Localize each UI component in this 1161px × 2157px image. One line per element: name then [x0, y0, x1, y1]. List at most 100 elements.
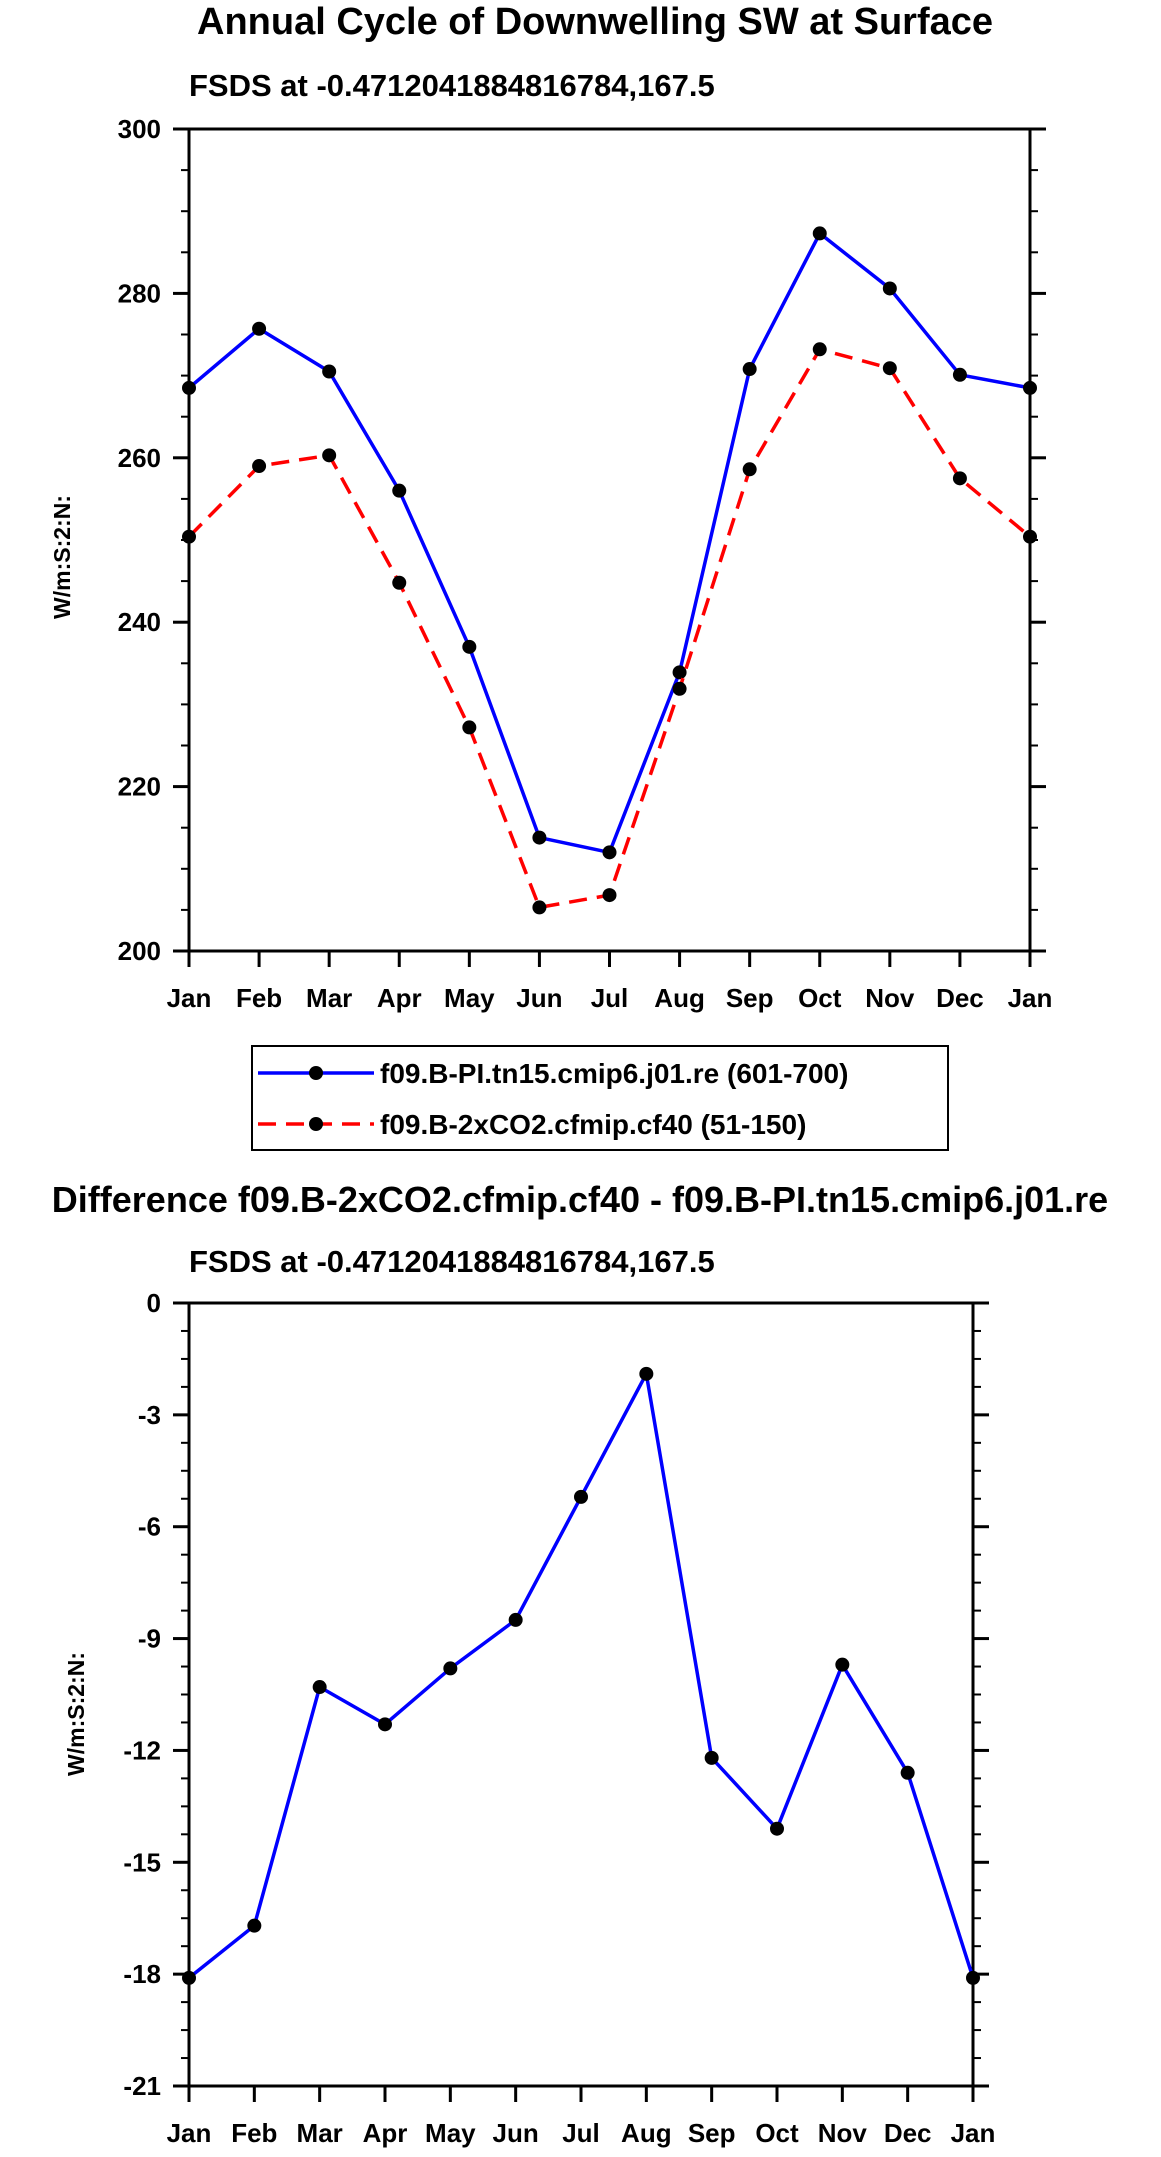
x-tick-labels: Jan Feb Mar Apr May Jun Jul Aug Sep Oct Nov Dec Jan	[167, 983, 1053, 1013]
legend-box	[251, 1045, 949, 1151]
data-point	[812, 226, 827, 241]
data-point	[812, 342, 827, 357]
data-point	[882, 361, 897, 376]
x-tick-label: Nov	[818, 2118, 868, 2148]
data-point	[966, 1970, 980, 1985]
y-tick-label: 280	[118, 278, 161, 308]
data-point	[882, 281, 897, 296]
x-tick-label: Jul	[591, 983, 629, 1013]
data-point	[443, 1661, 458, 1676]
data-point	[182, 380, 196, 395]
data-point	[508, 1612, 523, 1627]
x-tick-label: Dec	[936, 983, 984, 1013]
x-tick-label: May	[425, 2118, 476, 2148]
series-line-0	[187, 1372, 975, 1980]
legend-entry-pi: f09.B-PI.tn15.cmip6.j01.re (601-700)	[258, 1058, 848, 1089]
x-tick-label: Mar	[297, 2118, 343, 2148]
data-point	[462, 639, 477, 654]
legend-marker-2xco2	[309, 1117, 323, 1131]
chart-title: Annual Cycle of Downwelling SW at Surfac…	[197, 1, 993, 43]
x-tick-label: Dec	[884, 2118, 932, 2148]
y-tick-label: 300	[118, 114, 161, 144]
x-tick-label: Apr	[377, 983, 422, 1013]
y-tick-label: -12	[123, 1735, 161, 1765]
panel-annual-cycle: Annual Cycle of Downwelling SW at Surfac…	[49, 1, 1052, 1013]
series-group	[182, 1366, 980, 1985]
data-point	[639, 1366, 654, 1381]
series-group	[182, 226, 1037, 915]
y-tick-label: -18	[123, 1959, 161, 1989]
data-point	[532, 830, 547, 845]
data-point	[462, 720, 477, 735]
data-point	[378, 1717, 392, 1732]
data-point	[672, 665, 687, 680]
data-point	[742, 362, 757, 377]
y-tick-label: -21	[123, 2071, 161, 2101]
y-tick-label: 0	[147, 1288, 161, 1318]
panel-difference: Difference f09.B-2xCO2.cfmip.cf40 - f09.…	[52, 1179, 1108, 2148]
x-tick-label: Aug	[621, 2118, 672, 2148]
data-point	[182, 529, 196, 544]
y-tick-label: 260	[118, 443, 161, 473]
y-tick-label: 240	[118, 607, 161, 637]
x-tick-label: Feb	[236, 983, 282, 1013]
x-tick-label: Jun	[516, 983, 562, 1013]
legend-label-pi: f09.B-PI.tn15.cmip6.j01.re (601-700)	[380, 1058, 848, 1089]
x-tick-label: Aug	[654, 983, 705, 1013]
x-tick-label: Jun	[493, 2118, 539, 2148]
x-tick-label: Jan	[951, 2118, 996, 2148]
data-point	[322, 448, 337, 463]
x-tick-label: Feb	[231, 2118, 277, 2148]
x-tick-label: Oct	[755, 2118, 799, 2148]
x-tick-label: Nov	[865, 983, 915, 1013]
data-point	[835, 1657, 850, 1672]
tick-marks	[173, 127, 1046, 967]
data-point	[952, 471, 967, 486]
data-point	[952, 367, 967, 382]
x-tick-label: Sep	[726, 983, 774, 1013]
data-point	[532, 900, 547, 915]
x-tick-label: Apr	[363, 2118, 408, 2148]
data-point	[770, 1821, 784, 1836]
data-point	[742, 462, 757, 477]
legend-marker-pi	[309, 1066, 323, 1080]
y-axis-label: W/m:S:2:N:	[49, 495, 75, 619]
data-point	[602, 888, 617, 903]
x-tick-label: May	[444, 983, 495, 1013]
x-tick-label: Sep	[688, 2118, 736, 2148]
x-tick-label: Jan	[167, 983, 212, 1013]
data-point	[392, 483, 407, 498]
data-point	[252, 321, 267, 336]
y-tick-label: -9	[138, 1624, 161, 1654]
legend-entry-2xco2: f09.B-2xCO2.cfmip.cf40 (51-150)	[258, 1109, 806, 1140]
x-tick-label: Jul	[562, 2118, 600, 2148]
data-point	[312, 1680, 327, 1695]
y-tick-label: 220	[118, 772, 161, 802]
data-point	[322, 364, 337, 379]
data-point	[1023, 380, 1037, 395]
plot-frame	[187, 127, 1032, 953]
data-point	[392, 575, 407, 590]
x-tick-labels: Jan Feb Mar Apr May Jun Jul Aug Sep Oct Nov Dec Jan	[167, 2118, 996, 2148]
data-point	[672, 681, 687, 696]
chart-subtitle: FSDS at -0.4712041884816784,167.5	[189, 68, 715, 103]
data-point	[704, 1750, 719, 1765]
x-tick-label: Jan	[1008, 983, 1053, 1013]
data-point	[1023, 529, 1037, 544]
y-tick-labels: 200 220 240 260 280 300	[118, 114, 161, 966]
data-point	[252, 459, 267, 474]
legend-label-2xco2: f09.B-2xCO2.cfmip.cf40 (51-150)	[380, 1109, 806, 1140]
data-point	[574, 1489, 588, 1504]
legend: f09.B-PI.tn15.cmip6.j01.re (601-700) f09…	[251, 1045, 949, 1151]
x-tick-label: Oct	[798, 983, 842, 1013]
series-line-0	[187, 231, 1031, 855]
data-point	[247, 1918, 262, 1933]
x-tick-label: Mar	[306, 983, 352, 1013]
data-point	[182, 1970, 196, 1985]
x-tick-label: Jan	[167, 2118, 212, 2148]
data-point	[900, 1765, 915, 1780]
data-point	[602, 845, 617, 860]
y-tick-label: -15	[123, 1847, 161, 1877]
y-tick-label: -6	[138, 1512, 161, 1542]
